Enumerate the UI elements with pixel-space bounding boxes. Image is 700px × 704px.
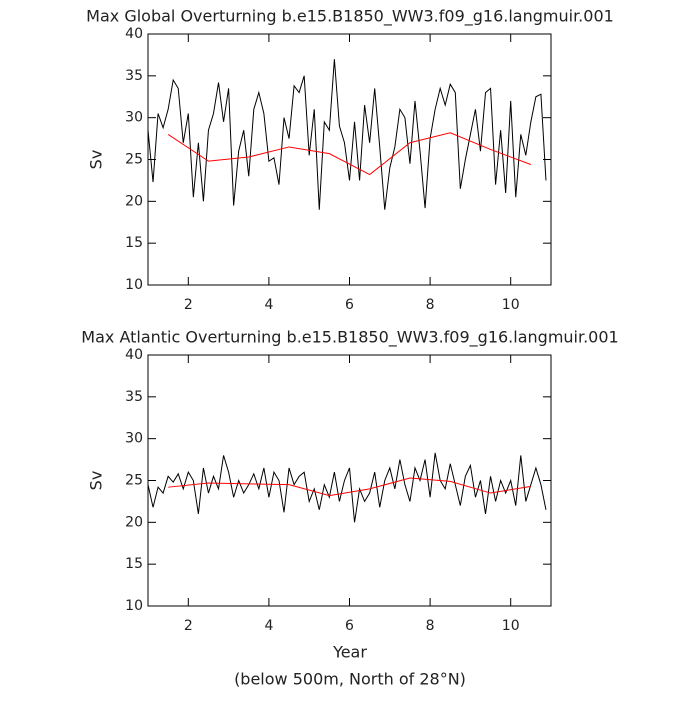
y-tick-label: 15	[125, 235, 143, 251]
y-tick-label: 35	[125, 389, 143, 405]
y-tick-label: 20	[125, 514, 143, 530]
y-tick-label: 10	[125, 277, 143, 293]
x-tick-label: 8	[426, 618, 435, 634]
series-line	[147, 452, 547, 523]
x-tick-label: 2	[184, 618, 193, 634]
x-tick-label: 10	[502, 618, 520, 634]
x-tick-label: 2	[184, 297, 193, 313]
y-tick-label: 25	[125, 152, 143, 168]
series-line	[167, 132, 532, 176]
y-tick-label: 30	[125, 110, 143, 126]
x-axis-label: Year	[332, 643, 367, 662]
plot-frame	[147, 354, 552, 607]
x-tick-label: 6	[345, 618, 354, 634]
x-tick-label: 8	[426, 297, 435, 313]
y-tick-label: 30	[125, 431, 143, 447]
chart-title: Max Global Overturning b.e15.B1850_WW3.f…	[86, 7, 614, 27]
y-tick-label: 35	[125, 68, 143, 84]
x-tick-label: 4	[264, 297, 273, 313]
y-axis-label: Sv	[87, 150, 106, 170]
y-tick-label: 25	[125, 473, 143, 489]
y-axis-label: Sv	[87, 471, 106, 491]
x-tick-label: 10	[502, 297, 520, 313]
y-tick-label: 20	[125, 193, 143, 209]
y-tick-label: 40	[125, 347, 143, 363]
y-tick-label: 10	[125, 598, 143, 614]
caption: (below 500m, North of 28°N)	[234, 670, 466, 689]
y-tick-label: 15	[125, 556, 143, 572]
series-line	[168, 477, 531, 497]
y-tick-label: 40	[125, 26, 143, 42]
series-line	[147, 59, 547, 210]
chart-title: Max Atlantic Overturning b.e15.B1850_WW3…	[81, 328, 618, 348]
plot-frame	[147, 33, 552, 286]
x-tick-label: 6	[345, 297, 354, 313]
x-tick-label: 4	[264, 618, 273, 634]
